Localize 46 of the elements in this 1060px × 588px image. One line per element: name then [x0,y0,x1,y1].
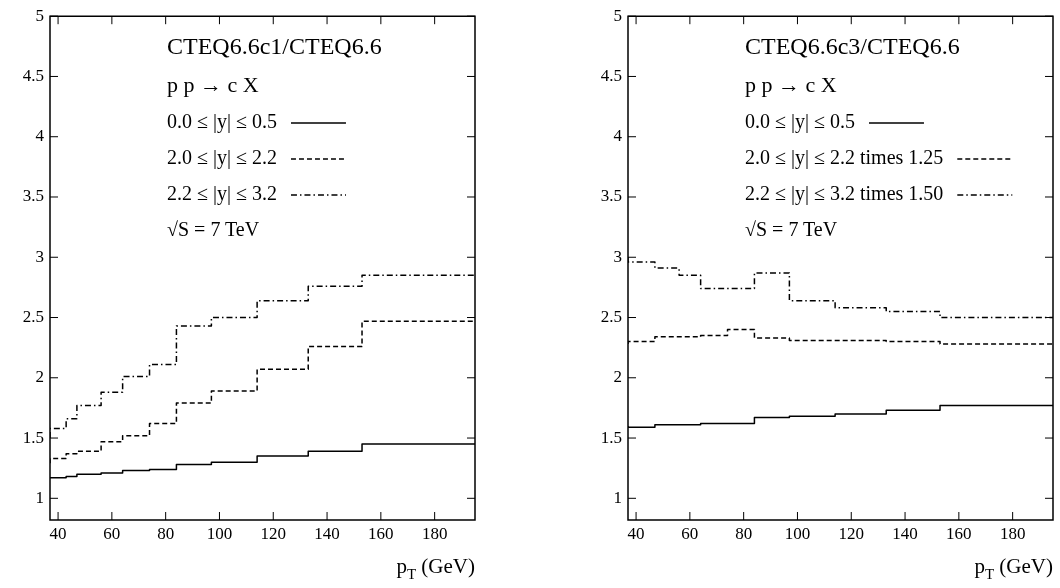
y-tick-label: 2 [613,367,622,387]
x-tick-label: 60 [103,523,121,543]
y-tick-label: 4 [35,126,45,146]
x-tick-label: 100 [206,523,233,543]
y-tick-label: 1 [613,487,622,507]
y-tick-label: 2.5 [600,306,622,326]
y-tick-label: 4.5 [600,65,622,85]
y-tick-label: 4 [613,126,623,146]
y-tick-label: 3.5 [22,186,44,206]
x-tick-label: 120 [838,523,865,543]
x-tick-label: 80 [735,523,753,543]
annotation: p p → c X [745,71,837,97]
legend-label: 2.2 ≤ |y| ≤ 3.2 times 1.50 [745,182,944,206]
legend-label: 2.0 ≤ |y| ≤ 2.2 [167,146,277,170]
legend-label: 0.0 ≤ |y| ≤ 0.5 [167,110,277,134]
y-tick-label: 3 [613,246,622,266]
y-tick-label: 2 [35,367,44,387]
x-tick-label: 180 [999,523,1026,543]
x-tick-label: 40 [49,523,67,543]
legend-label: 2.0 ≤ |y| ≤ 2.2 times 1.25 [745,146,944,170]
y-tick-label: 5 [35,5,44,25]
x-tick-label: 180 [421,523,448,543]
y-tick-label: 3 [35,246,44,266]
text: CTEQ6.6c1/CTEQ6.6 [167,33,382,60]
x-tick-label: 140 [892,523,918,543]
x-tick-label: 140 [314,523,340,543]
annotation: √S = 7 TeV [745,218,838,241]
x-tick-label: 160 [368,523,394,543]
x-tick-label: 40 [627,523,645,543]
y-tick-label: 1.5 [600,427,622,447]
y-tick-label: 2.5 [22,306,44,326]
text: CTEQ6.6c3/CTEQ6.6 [745,33,960,60]
legend-label: 0.0 ≤ |y| ≤ 0.5 [745,110,855,134]
legend-label: 2.2 ≤ |y| ≤ 3.2 [167,182,277,206]
x-tick-label: 100 [784,523,811,543]
y-tick-label: 5 [613,5,622,25]
x-tick-label: 60 [681,523,699,543]
x-tick-label: 80 [157,523,175,543]
y-tick-label: 1.5 [22,427,44,447]
annotation: p p → c X [167,71,259,97]
y-tick-label: 4.5 [22,65,44,85]
y-tick-label: 3.5 [600,186,622,206]
y-tick-label: 1 [35,487,44,507]
x-tick-label: 160 [946,523,972,543]
x-tick-label: 120 [260,523,287,543]
annotation: √S = 7 TeV [167,218,260,241]
